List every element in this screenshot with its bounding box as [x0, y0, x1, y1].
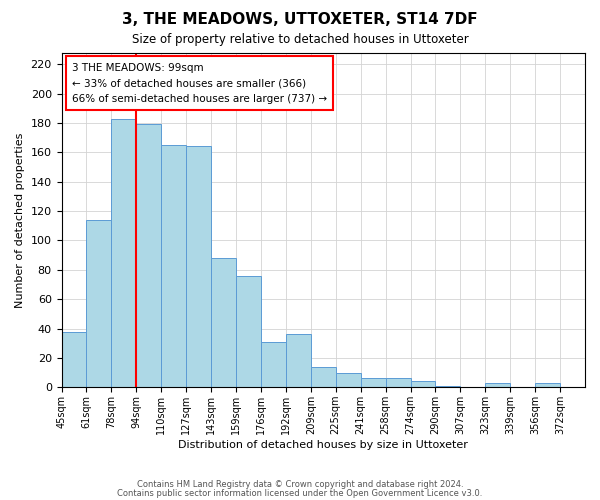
- Y-axis label: Number of detached properties: Number of detached properties: [15, 132, 25, 308]
- Bar: [186, 146, 211, 388]
- Text: Contains public sector information licensed under the Open Government Licence v3: Contains public sector information licen…: [118, 489, 482, 498]
- Bar: [211, 258, 236, 388]
- Text: 3, THE MEADOWS, UTTOXETER, ST14 7DF: 3, THE MEADOWS, UTTOXETER, ST14 7DF: [122, 12, 478, 28]
- Bar: [136, 124, 161, 388]
- Text: Size of property relative to detached houses in Uttoxeter: Size of property relative to detached ho…: [131, 32, 469, 46]
- Bar: [161, 145, 186, 388]
- Bar: [112, 118, 136, 388]
- Bar: [236, 276, 261, 388]
- Bar: [336, 372, 361, 388]
- Text: 3 THE MEADOWS: 99sqm
← 33% of detached houses are smaller (366)
66% of semi-deta: 3 THE MEADOWS: 99sqm ← 33% of detached h…: [72, 62, 327, 104]
- X-axis label: Distribution of detached houses by size in Uttoxeter: Distribution of detached houses by size …: [178, 440, 468, 450]
- Bar: [410, 382, 436, 388]
- Bar: [386, 378, 410, 388]
- Bar: [86, 220, 112, 388]
- Text: Contains HM Land Registry data © Crown copyright and database right 2024.: Contains HM Land Registry data © Crown c…: [137, 480, 463, 489]
- Bar: [535, 383, 560, 388]
- Bar: [361, 378, 386, 388]
- Bar: [436, 386, 460, 388]
- Bar: [311, 366, 336, 388]
- Bar: [261, 342, 286, 388]
- Bar: [286, 334, 311, 388]
- Bar: [62, 332, 86, 388]
- Bar: [485, 383, 510, 388]
